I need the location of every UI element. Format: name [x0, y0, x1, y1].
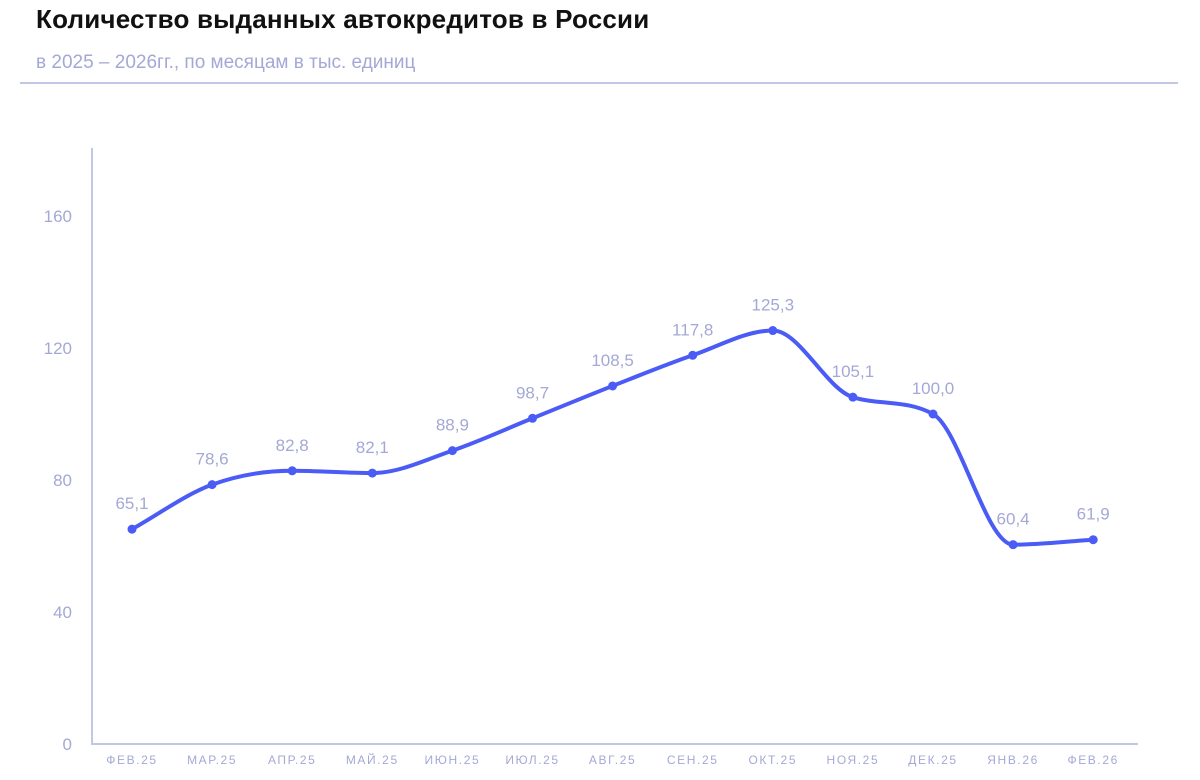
x-tick-label: ЯНВ.26 — [987, 753, 1039, 767]
y-tick-labels: 0 40 80 120 160 — [44, 207, 72, 754]
x-tick-label: АВГ.25 — [589, 753, 636, 767]
data-value-label: 82,1 — [356, 438, 389, 457]
chart-subtitle: в 2025 – 2026гг., по месяцам в тыс. един… — [36, 52, 416, 73]
x-tick-label: ИЮН.25 — [425, 753, 481, 767]
data-value-label: 105,1 — [832, 362, 875, 381]
data-value-label: 98,7 — [516, 383, 549, 402]
data-point — [207, 480, 217, 490]
data-points — [127, 326, 1098, 550]
data-point — [127, 524, 137, 534]
data-value-label: 61,9 — [1077, 505, 1110, 524]
x-tick-labels: ФЕВ.25 МАР.25 АПР.25 МАЙ.25 ИЮН.25 ИЮЛ.25 АВГ.… — [106, 752, 1118, 767]
x-tick-label: ИЮЛ.25 — [505, 753, 559, 767]
x-tick-label: НОЯ.25 — [827, 753, 880, 767]
data-value-label: 117,8 — [672, 320, 713, 339]
x-tick-label: ФЕВ.26 — [1067, 753, 1118, 767]
x-tick-label: ДЕК.25 — [908, 753, 957, 767]
data-point — [848, 392, 858, 402]
data-value-label: 108,5 — [591, 351, 634, 370]
x-tick-label: ОКТ.25 — [748, 753, 797, 767]
x-tick-label: СЕН.25 — [667, 753, 719, 767]
data-value-label: 88,9 — [436, 416, 469, 435]
data-value-label: 100,0 — [912, 379, 955, 398]
data-value-label: 125,3 — [752, 296, 795, 315]
y-tick-label: 160 — [44, 207, 72, 226]
data-point — [367, 468, 377, 478]
x-tick-label: МАР.25 — [187, 753, 237, 767]
data-value-label: 65,1 — [115, 494, 148, 513]
y-tick-label: 40 — [53, 603, 72, 622]
y-tick-label: 0 — [63, 735, 72, 754]
data-point — [447, 446, 457, 456]
x-tick-label: МАЙ.25 — [346, 752, 399, 767]
y-tick-label: 80 — [53, 471, 72, 490]
x-tick-label: АПР.25 — [268, 753, 317, 767]
chart-title: Количество выданных автокредитов в Росси… — [36, 4, 650, 34]
data-value-label: 60,4 — [997, 510, 1030, 529]
data-point — [768, 326, 778, 336]
data-value-label: 78,6 — [196, 450, 229, 469]
data-point — [528, 413, 537, 423]
data-point — [688, 350, 698, 360]
data-point — [1008, 540, 1018, 550]
x-tick-label: ФЕВ.25 — [106, 753, 157, 767]
data-labels: 65,1 78,6 82,8 82,1 88,9 98,7 108,5 117,8 125,3 1… — [115, 296, 1109, 529]
header-divider — [20, 82, 1178, 84]
data-point — [287, 466, 297, 476]
data-point — [608, 381, 618, 391]
data-point — [928, 409, 938, 419]
data-value-label: 82,8 — [276, 436, 309, 455]
y-tick-label: 120 — [44, 339, 72, 358]
data-point — [1088, 535, 1098, 545]
